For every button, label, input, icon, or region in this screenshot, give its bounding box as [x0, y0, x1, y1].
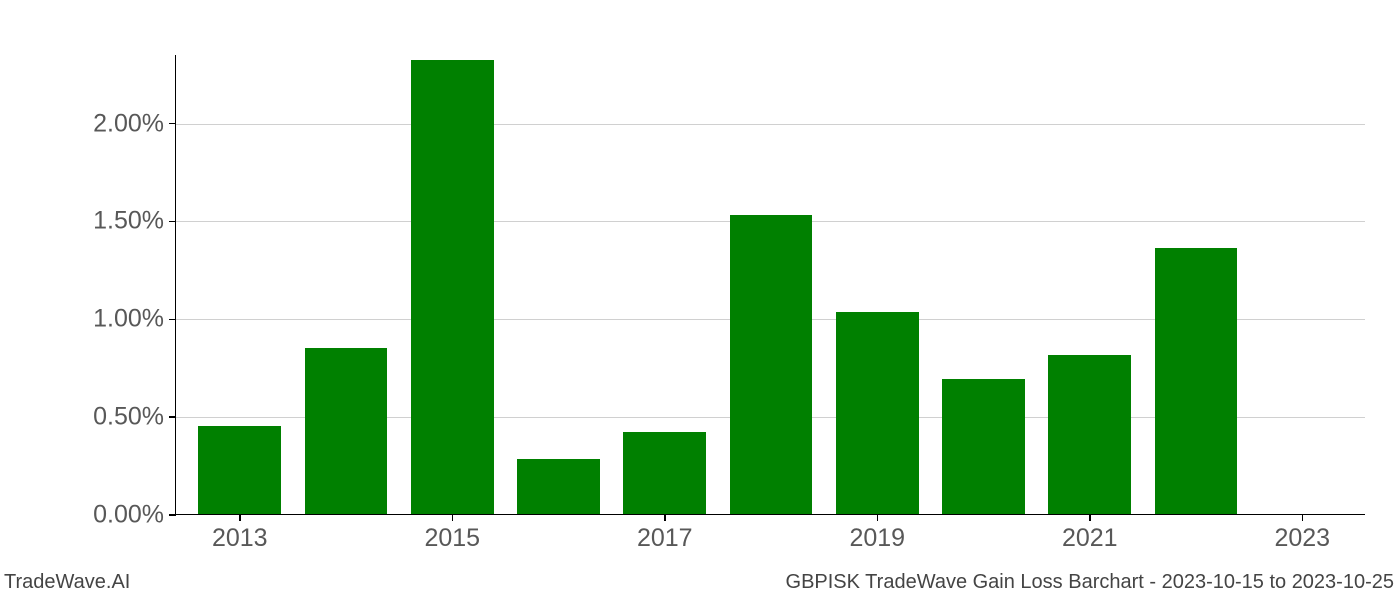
y-tick-label: 1.50% — [93, 207, 164, 236]
plot-area: 0.00%0.50%1.00%1.50%2.00%201320152017201… — [175, 55, 1365, 515]
y-tick-label: 0.00% — [93, 501, 164, 530]
y-tick-label: 0.50% — [93, 403, 164, 432]
y-tick-mark — [169, 416, 176, 418]
bar — [411, 60, 494, 514]
x-tick-mark — [1089, 514, 1091, 521]
y-tick-mark — [169, 221, 176, 223]
footer-left-text: TradeWave.AI — [4, 571, 130, 594]
x-tick-label: 2019 — [849, 524, 905, 553]
footer-right-text: GBPISK TradeWave Gain Loss Barchart - 20… — [786, 571, 1394, 594]
gridline — [176, 124, 1365, 125]
y-tick-label: 2.00% — [93, 109, 164, 138]
y-tick-mark — [169, 514, 176, 516]
x-tick-label: 2023 — [1274, 524, 1330, 553]
x-tick-mark — [877, 514, 879, 521]
bar — [198, 426, 281, 514]
x-tick-mark — [239, 514, 241, 521]
x-tick-mark — [664, 514, 666, 521]
y-tick-label: 1.00% — [93, 305, 164, 334]
bar — [836, 312, 919, 514]
y-tick-mark — [169, 319, 176, 321]
y-tick-mark — [169, 123, 176, 125]
x-tick-mark — [452, 514, 454, 521]
bar — [517, 459, 600, 514]
bar — [942, 379, 1025, 514]
bar — [1048, 355, 1131, 514]
x-tick-label: 2013 — [212, 524, 268, 553]
bar — [1155, 248, 1238, 514]
x-tick-label: 2021 — [1062, 524, 1118, 553]
x-tick-mark — [1302, 514, 1304, 521]
bar — [730, 215, 813, 514]
bar — [623, 432, 706, 514]
x-tick-label: 2015 — [424, 524, 480, 553]
bar — [305, 348, 388, 514]
x-tick-label: 2017 — [637, 524, 693, 553]
chart-container: 0.00%0.50%1.00%1.50%2.00%201320152017201… — [175, 55, 1365, 515]
